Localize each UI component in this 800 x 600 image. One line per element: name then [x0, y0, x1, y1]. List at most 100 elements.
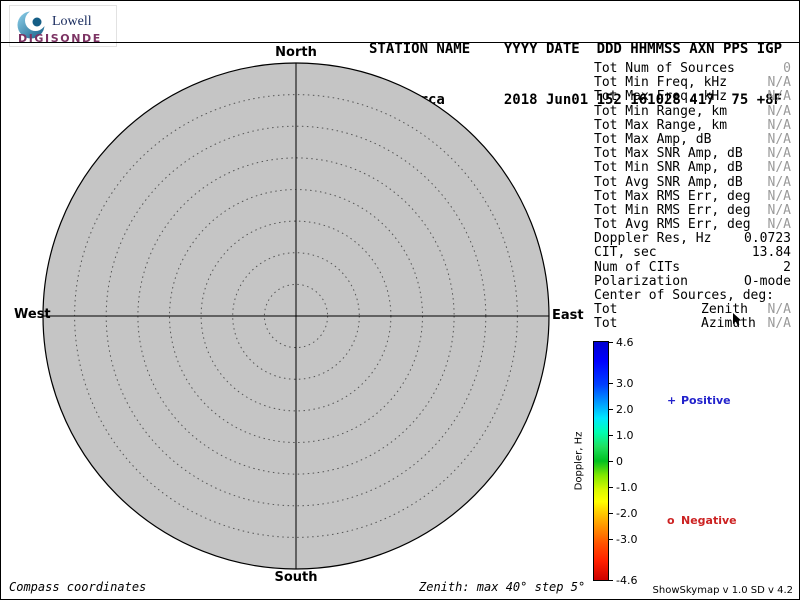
legend-positive-label: Positive — [681, 394, 731, 407]
stat-label: Tot Max RMS Err, deg — [594, 188, 751, 204]
stat-value: N/A — [767, 146, 791, 162]
stat-value: N/A — [767, 103, 791, 119]
colorbar-tick-label: 1.0 — [616, 428, 634, 442]
stat-value: N/A — [767, 217, 791, 233]
stat-label: Doppler Res, Hz — [594, 231, 712, 247]
colorbar-tickmark — [609, 341, 613, 343]
stat-row: Tot Avg SNR Amp, dB N/A — [594, 174, 791, 190]
colorbar-tick-label: -4.6 — [616, 573, 638, 587]
stat-label: Tot — [594, 316, 618, 332]
stat-label: Tot Min Range, km — [594, 103, 728, 119]
colorbar-title: Doppler, Hz — [573, 431, 585, 491]
header-divider — [1, 42, 799, 43]
stat-label: Tot Min Freq, kHz — [594, 75, 728, 91]
legend-positive: + Positive — [667, 394, 731, 407]
stat-row: Tot Avg RMS Err, deg N/A — [594, 217, 791, 233]
colorbar-tick: 4.6 — [609, 335, 634, 349]
stat-row: Tot Max Range, km N/A — [594, 117, 791, 133]
colorbar-tickmark — [609, 579, 613, 581]
stat-value: N/A — [767, 89, 791, 105]
colorbar-tick: 3.0 — [609, 376, 634, 390]
lowell-digisonde-logo: Lowell DIGISONDE — [9, 5, 117, 47]
footer-coordinate-system: Compass coordinates — [9, 580, 147, 594]
lowell-crescent-icon — [17, 10, 46, 39]
colorbar-tickmark — [609, 486, 613, 488]
colorbar-tick-label: 3.0 — [616, 376, 634, 390]
stat-value: N/A — [767, 117, 791, 133]
colorbar-tick-label: -1.0 — [616, 480, 638, 494]
stat-label: Tot Max Amp, dB — [594, 131, 712, 147]
stat-sublabel: Zenith — [701, 302, 748, 318]
stat-label: Polarization — [594, 273, 688, 289]
stat-value: 2 — [783, 259, 791, 275]
stat-value: N/A — [767, 188, 791, 204]
compass-label-north: North — [275, 45, 317, 60]
stat-label: Tot Min SNR Amp, dB — [594, 160, 743, 176]
compass-label-east: East — [552, 308, 584, 323]
stat-value: N/A — [767, 302, 791, 318]
stat-row: Tot Max Amp, dB N/A — [594, 131, 791, 147]
stat-row: Tot Max SNR Amp, dB N/A — [594, 146, 791, 162]
stat-value: N/A — [767, 131, 791, 147]
mouse-cursor — [733, 313, 742, 326]
colorbar-tickmark — [609, 512, 613, 514]
footer-zenith-note: Zenith: max 40° step 5° — [419, 580, 586, 594]
colorbar-tickmark — [609, 382, 613, 384]
header-columns: STATION NAME YYYY DATE DDD HHMMSS AXN PP… — [369, 41, 783, 57]
logo-product: DIGISONDE — [18, 32, 102, 45]
stat-row: Tot Min SNR Amp, dB N/A — [594, 160, 791, 176]
stat-label: Num of CITs — [594, 259, 681, 275]
colorbar-tick: -4.6 — [609, 573, 638, 587]
stat-value: 13.84 — [751, 245, 791, 261]
stat-label: Tot Max Freq, kHz — [594, 89, 728, 105]
compass-label-west: West — [14, 307, 51, 322]
stat-value: 0 — [783, 61, 791, 76]
colorbar-tick-label: 0 — [616, 454, 623, 468]
stats-panel: Tot Num of Sources 0 Tot Min Freq, kHz N… — [594, 61, 791, 331]
colorbar-tick-label: -2.0 — [616, 506, 638, 520]
stat-section-header: Center of Sources, deg: — [594, 288, 791, 303]
stat-row: Tot Num of Sources 0 — [594, 61, 791, 76]
stat-value: N/A — [767, 174, 791, 190]
colorbar-tick: -3.0 — [609, 532, 638, 546]
stat-label: Tot Avg RMS Err, deg — [594, 217, 751, 233]
stat-row: Tot Zenith N/A — [594, 302, 791, 318]
stat-row: CIT, sec 13.84 — [594, 245, 791, 261]
footer-version: ShowSkymap v 1.0 SD v 4.2 — [652, 585, 793, 596]
compass-label-south: South — [274, 570, 318, 585]
stat-value: 0.0723 — [744, 231, 791, 247]
stat-label: Tot — [594, 302, 618, 318]
stat-row: Tot Max RMS Err, deg N/A — [594, 188, 791, 204]
stat-row: Tot Min RMS Err, deg N/A — [594, 202, 791, 218]
stat-value: O-mode — [744, 273, 791, 289]
colorbar-tick: -1.0 — [609, 480, 638, 494]
skymap-plot — [42, 62, 550, 570]
stat-row: Num of CITs 2 — [594, 259, 791, 275]
stat-label: CIT, sec — [594, 245, 657, 261]
stat-label: Center of Sources, deg: — [594, 288, 775, 303]
doppler-colorbar — [593, 341, 609, 581]
colorbar-tick-label: -3.0 — [616, 532, 638, 546]
colorbar-tickmark — [609, 538, 613, 540]
stat-label: Tot Avg SNR Amp, dB — [594, 174, 743, 190]
stat-row: Tot Min Range, km N/A — [594, 103, 791, 119]
stat-label: Tot Max SNR Amp, dB — [594, 146, 743, 162]
logo-brand: Lowell — [52, 14, 92, 29]
stat-row: Polarization O-mode — [594, 273, 791, 289]
stat-label: Tot Max Range, km — [594, 117, 728, 133]
stat-value: N/A — [767, 202, 791, 218]
stat-label: Tot Min RMS Err, deg — [594, 202, 751, 218]
colorbar-tick-label: 2.0 — [616, 402, 634, 416]
colorbar-tick: -2.0 — [609, 506, 638, 520]
stat-value: N/A — [767, 316, 791, 332]
colorbar-tick: 1.0 — [609, 428, 634, 442]
colorbar-tick: 0 — [609, 454, 623, 468]
colorbar-tick-label: 4.6 — [616, 335, 634, 349]
positive-marker-icon: + — [667, 394, 677, 407]
negative-marker-icon: o — [667, 514, 675, 527]
stat-row: Tot Azimuth N/A — [594, 316, 791, 332]
colorbar-tickmark — [609, 460, 613, 462]
stat-value: N/A — [767, 75, 791, 91]
colorbar-tick: 2.0 — [609, 402, 634, 416]
